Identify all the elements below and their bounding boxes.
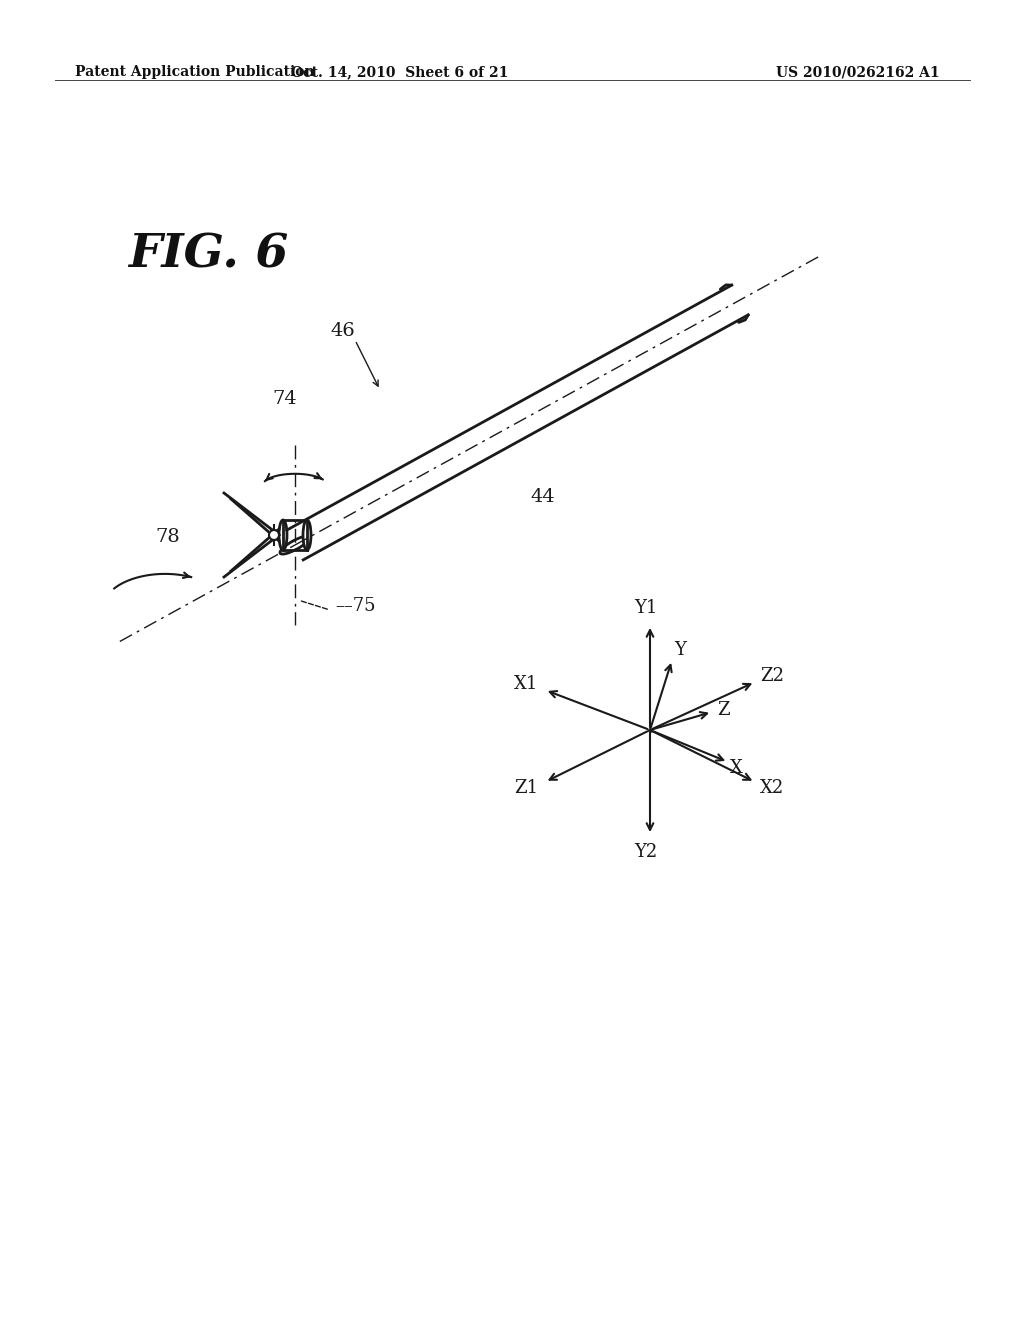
Text: US 2010/0262162 A1: US 2010/0262162 A1 bbox=[776, 65, 940, 79]
Text: 46: 46 bbox=[331, 322, 355, 341]
Text: ––75: ––75 bbox=[335, 597, 376, 615]
Text: 74: 74 bbox=[272, 389, 297, 408]
Text: Y1: Y1 bbox=[634, 599, 657, 616]
Text: Patent Application Publication: Patent Application Publication bbox=[75, 65, 314, 79]
Circle shape bbox=[269, 531, 279, 540]
Text: 44: 44 bbox=[530, 488, 555, 506]
Text: Oct. 14, 2010  Sheet 6 of 21: Oct. 14, 2010 Sheet 6 of 21 bbox=[291, 65, 509, 79]
Text: Z2: Z2 bbox=[760, 667, 784, 685]
Text: X2: X2 bbox=[760, 779, 784, 797]
Text: Y: Y bbox=[674, 642, 686, 659]
Text: Z: Z bbox=[718, 701, 730, 719]
Ellipse shape bbox=[279, 520, 287, 550]
Text: Z1: Z1 bbox=[514, 779, 538, 797]
Text: Y2: Y2 bbox=[635, 843, 657, 861]
Text: X: X bbox=[729, 759, 742, 777]
Ellipse shape bbox=[303, 520, 311, 550]
Text: 78: 78 bbox=[156, 528, 180, 546]
Text: FIG. 6: FIG. 6 bbox=[128, 232, 288, 279]
Text: X1: X1 bbox=[514, 675, 539, 693]
